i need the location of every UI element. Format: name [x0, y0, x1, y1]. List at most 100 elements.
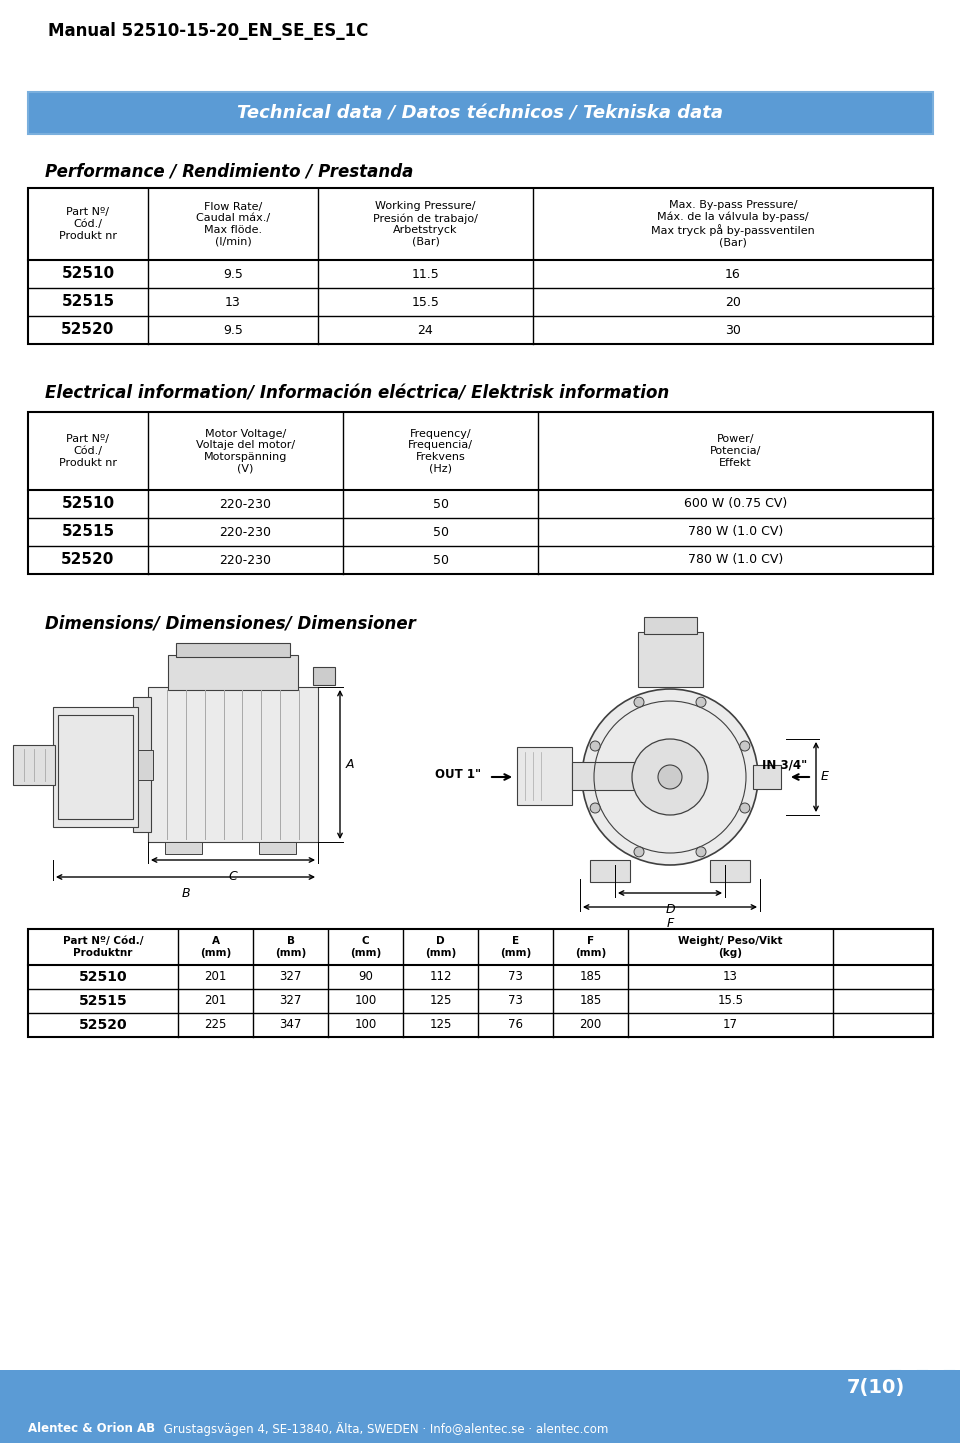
Text: B
(mm): B (mm) [275, 937, 306, 958]
Text: 30: 30 [725, 323, 741, 336]
Text: Electrical information/ Información eléctrica/ Elektrisk information: Electrical information/ Información eléc… [45, 384, 669, 403]
Text: Performance / Rendimiento / Prestanda: Performance / Rendimiento / Prestanda [45, 162, 414, 180]
Text: 9.5: 9.5 [223, 323, 243, 336]
Text: 52515: 52515 [79, 994, 128, 1009]
Bar [58, 714, 133, 820]
Text: D
(mm): D (mm) [425, 937, 456, 958]
Text: F
(mm): F (mm) [575, 937, 606, 958]
Bar [258, 843, 296, 854]
Text: B: B [181, 887, 190, 900]
Circle shape [740, 802, 750, 812]
Text: 73: 73 [508, 994, 523, 1007]
Text: Weight/ Peso/Vikt
(kg): Weight/ Peso/Vikt (kg) [679, 937, 782, 958]
Text: 112: 112 [429, 971, 452, 984]
Text: Flow Rate/
Caudal máx./
Max flöde.
(l/min): Flow Rate/ Caudal máx./ Max flöde. (l/mi… [196, 202, 270, 247]
Text: 780 W (1.0 CV): 780 W (1.0 CV) [688, 554, 783, 567]
Text: C
(mm): C (mm) [349, 937, 381, 958]
Bar [28, 92, 933, 134]
Text: 347: 347 [279, 1019, 301, 1032]
Text: 125: 125 [429, 994, 452, 1007]
Text: OUT 1": OUT 1" [435, 768, 481, 781]
Text: 52515: 52515 [61, 524, 114, 540]
Bar [590, 860, 630, 882]
Text: 185: 185 [580, 971, 602, 984]
Text: 600 W (0.75 CV): 600 W (0.75 CV) [684, 498, 787, 511]
Text: 52515: 52515 [61, 294, 114, 309]
Text: 24: 24 [418, 323, 433, 336]
Text: 125: 125 [429, 1019, 452, 1032]
Text: Grustagsvägen 4, SE-13840, Älta, SWEDEN · Info@alentec.se · alentec.com: Grustagsvägen 4, SE-13840, Älta, SWEDEN … [160, 1421, 609, 1436]
Bar [313, 667, 335, 685]
Text: D: D [665, 903, 675, 916]
Bar [13, 745, 55, 785]
Circle shape [632, 739, 708, 815]
Text: 52510: 52510 [61, 267, 114, 281]
Text: E
(mm): E (mm) [500, 937, 531, 958]
Bar [176, 644, 290, 657]
Text: 200: 200 [580, 1019, 602, 1032]
Text: 13: 13 [226, 296, 241, 309]
Text: 201: 201 [204, 971, 227, 984]
Circle shape [61, 727, 70, 734]
Circle shape [740, 742, 750, 750]
Bar [165, 843, 203, 854]
Text: 52510: 52510 [61, 496, 114, 511]
Circle shape [634, 847, 644, 857]
Bar [637, 632, 703, 687]
Circle shape [121, 727, 130, 734]
Bar [643, 618, 697, 633]
Text: C: C [228, 870, 237, 883]
Text: 11.5: 11.5 [412, 267, 440, 280]
Text: Max. By-pass Pressure/
Máx. de la válvula by-pass/
Max tryck på by-passventilen
: Max. By-pass Pressure/ Máx. de la válvul… [651, 201, 815, 248]
Circle shape [590, 742, 600, 750]
Circle shape [61, 799, 70, 807]
Bar [53, 707, 138, 827]
Text: 17: 17 [723, 1019, 738, 1032]
Text: 50: 50 [433, 525, 448, 538]
Circle shape [178, 736, 188, 746]
Text: 50: 50 [433, 554, 448, 567]
Circle shape [178, 782, 188, 792]
Text: 15.5: 15.5 [412, 296, 440, 309]
Circle shape [634, 697, 644, 707]
Bar [148, 687, 318, 843]
Text: 20: 20 [725, 296, 741, 309]
Text: Motor Voltage/
Voltaje del motor/
Motorspänning
(V): Motor Voltage/ Voltaje del motor/ Motors… [196, 429, 295, 473]
Text: Technical data / Datos téchnicos / Tekniska data: Technical data / Datos téchnicos / Tekni… [237, 104, 723, 123]
Circle shape [696, 847, 706, 857]
Text: 7(10): 7(10) [847, 1378, 905, 1397]
Circle shape [172, 776, 194, 798]
Bar [168, 655, 298, 690]
Text: 201: 201 [204, 994, 227, 1007]
Text: A: A [346, 758, 354, 771]
Text: 52520: 52520 [79, 1017, 128, 1032]
Circle shape [590, 802, 600, 812]
Circle shape [658, 765, 682, 789]
Text: 220-230: 220-230 [220, 525, 272, 538]
Text: 52510: 52510 [79, 970, 128, 984]
Circle shape [78, 749, 113, 785]
Text: Part Nº/ Cód./
Produktnr: Part Nº/ Cód./ Produktnr [62, 937, 143, 958]
Text: F: F [666, 916, 674, 929]
Bar [133, 697, 151, 833]
Text: 780 W (1.0 CV): 780 W (1.0 CV) [688, 525, 783, 538]
Bar [138, 749, 153, 779]
Text: A
(mm): A (mm) [200, 937, 231, 958]
Bar [517, 747, 572, 805]
Text: Part Nº/
Cód./
Produkt nr: Part Nº/ Cód./ Produkt nr [59, 208, 117, 241]
Text: 90: 90 [358, 971, 372, 984]
Text: 52520: 52520 [61, 553, 114, 567]
Text: 327: 327 [279, 994, 301, 1007]
Text: 225: 225 [204, 1019, 227, 1032]
Circle shape [582, 688, 758, 864]
Text: Frequency/
Frequencia/
Frekvens
(Hz): Frequency/ Frequencia/ Frekvens (Hz) [408, 429, 473, 473]
Text: IN 3/4": IN 3/4" [762, 759, 807, 772]
Bar [0, 1369, 960, 1443]
Text: 73: 73 [508, 971, 523, 984]
Circle shape [121, 799, 130, 807]
Text: 100: 100 [354, 1019, 376, 1032]
Text: 13: 13 [723, 971, 738, 984]
Bar [28, 413, 933, 574]
Text: 16: 16 [725, 267, 741, 280]
Text: Dimensions/ Dimensiones/ Dimensioner: Dimensions/ Dimensiones/ Dimensioner [45, 615, 416, 632]
